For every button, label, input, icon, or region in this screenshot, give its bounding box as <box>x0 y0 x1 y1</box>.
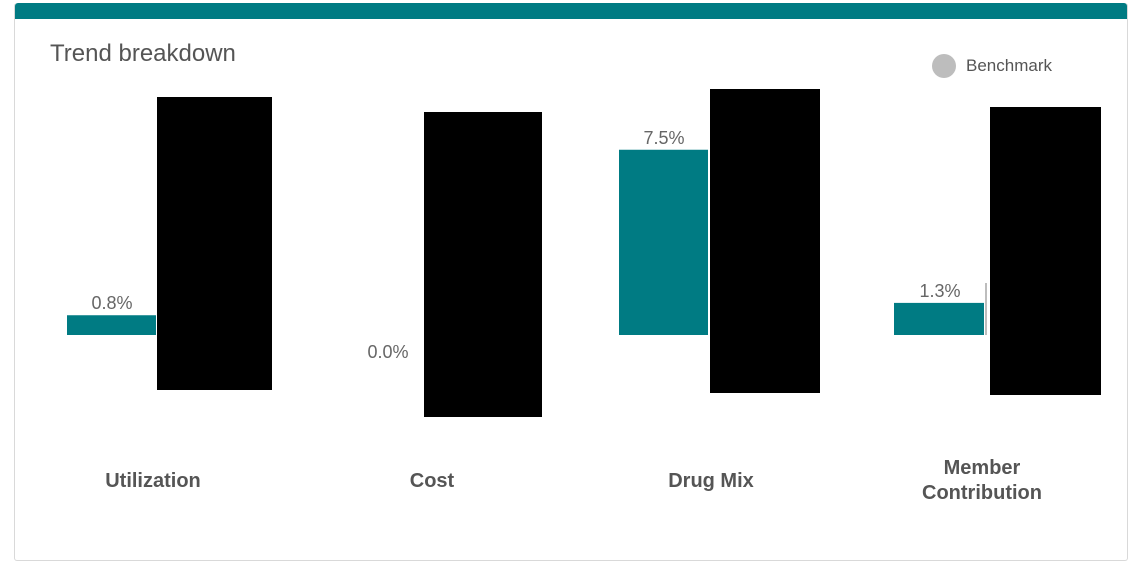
legend[interactable]: Benchmark <box>932 54 1052 78</box>
bar-utilization <box>67 315 156 335</box>
benchmark-marker-member-contribution <box>985 283 987 335</box>
bar-member-contribution <box>894 302 984 335</box>
data-label-utilization: 0.8% <box>91 293 132 313</box>
data-label-cost: 0.0% <box>367 342 408 362</box>
card-accent-bar <box>15 3 1127 19</box>
legend-swatch-benchmark <box>932 54 956 78</box>
redacted-benchmark-bar-member-contribution <box>990 107 1101 395</box>
data-label-member-contribution: 1.3% <box>919 281 960 301</box>
bar-drug-mix <box>619 149 708 335</box>
category-label-utilization: Utilization <box>105 470 201 492</box>
legend-label-benchmark: Benchmark <box>966 56 1052 75</box>
chart-title: Trend breakdown <box>50 40 236 67</box>
category-label-cost: Cost <box>410 470 455 492</box>
redacted-benchmark-bar-drug-mix <box>710 89 820 393</box>
category-label-member-contribution: Member Contribution <box>922 457 1042 504</box>
redacted-benchmark-bar-cost <box>424 112 542 417</box>
redacted-benchmark-bar-utilization <box>157 97 272 390</box>
data-label-drug-mix: 7.5% <box>643 128 684 148</box>
category-label-drug-mix: Drug Mix <box>668 470 754 492</box>
